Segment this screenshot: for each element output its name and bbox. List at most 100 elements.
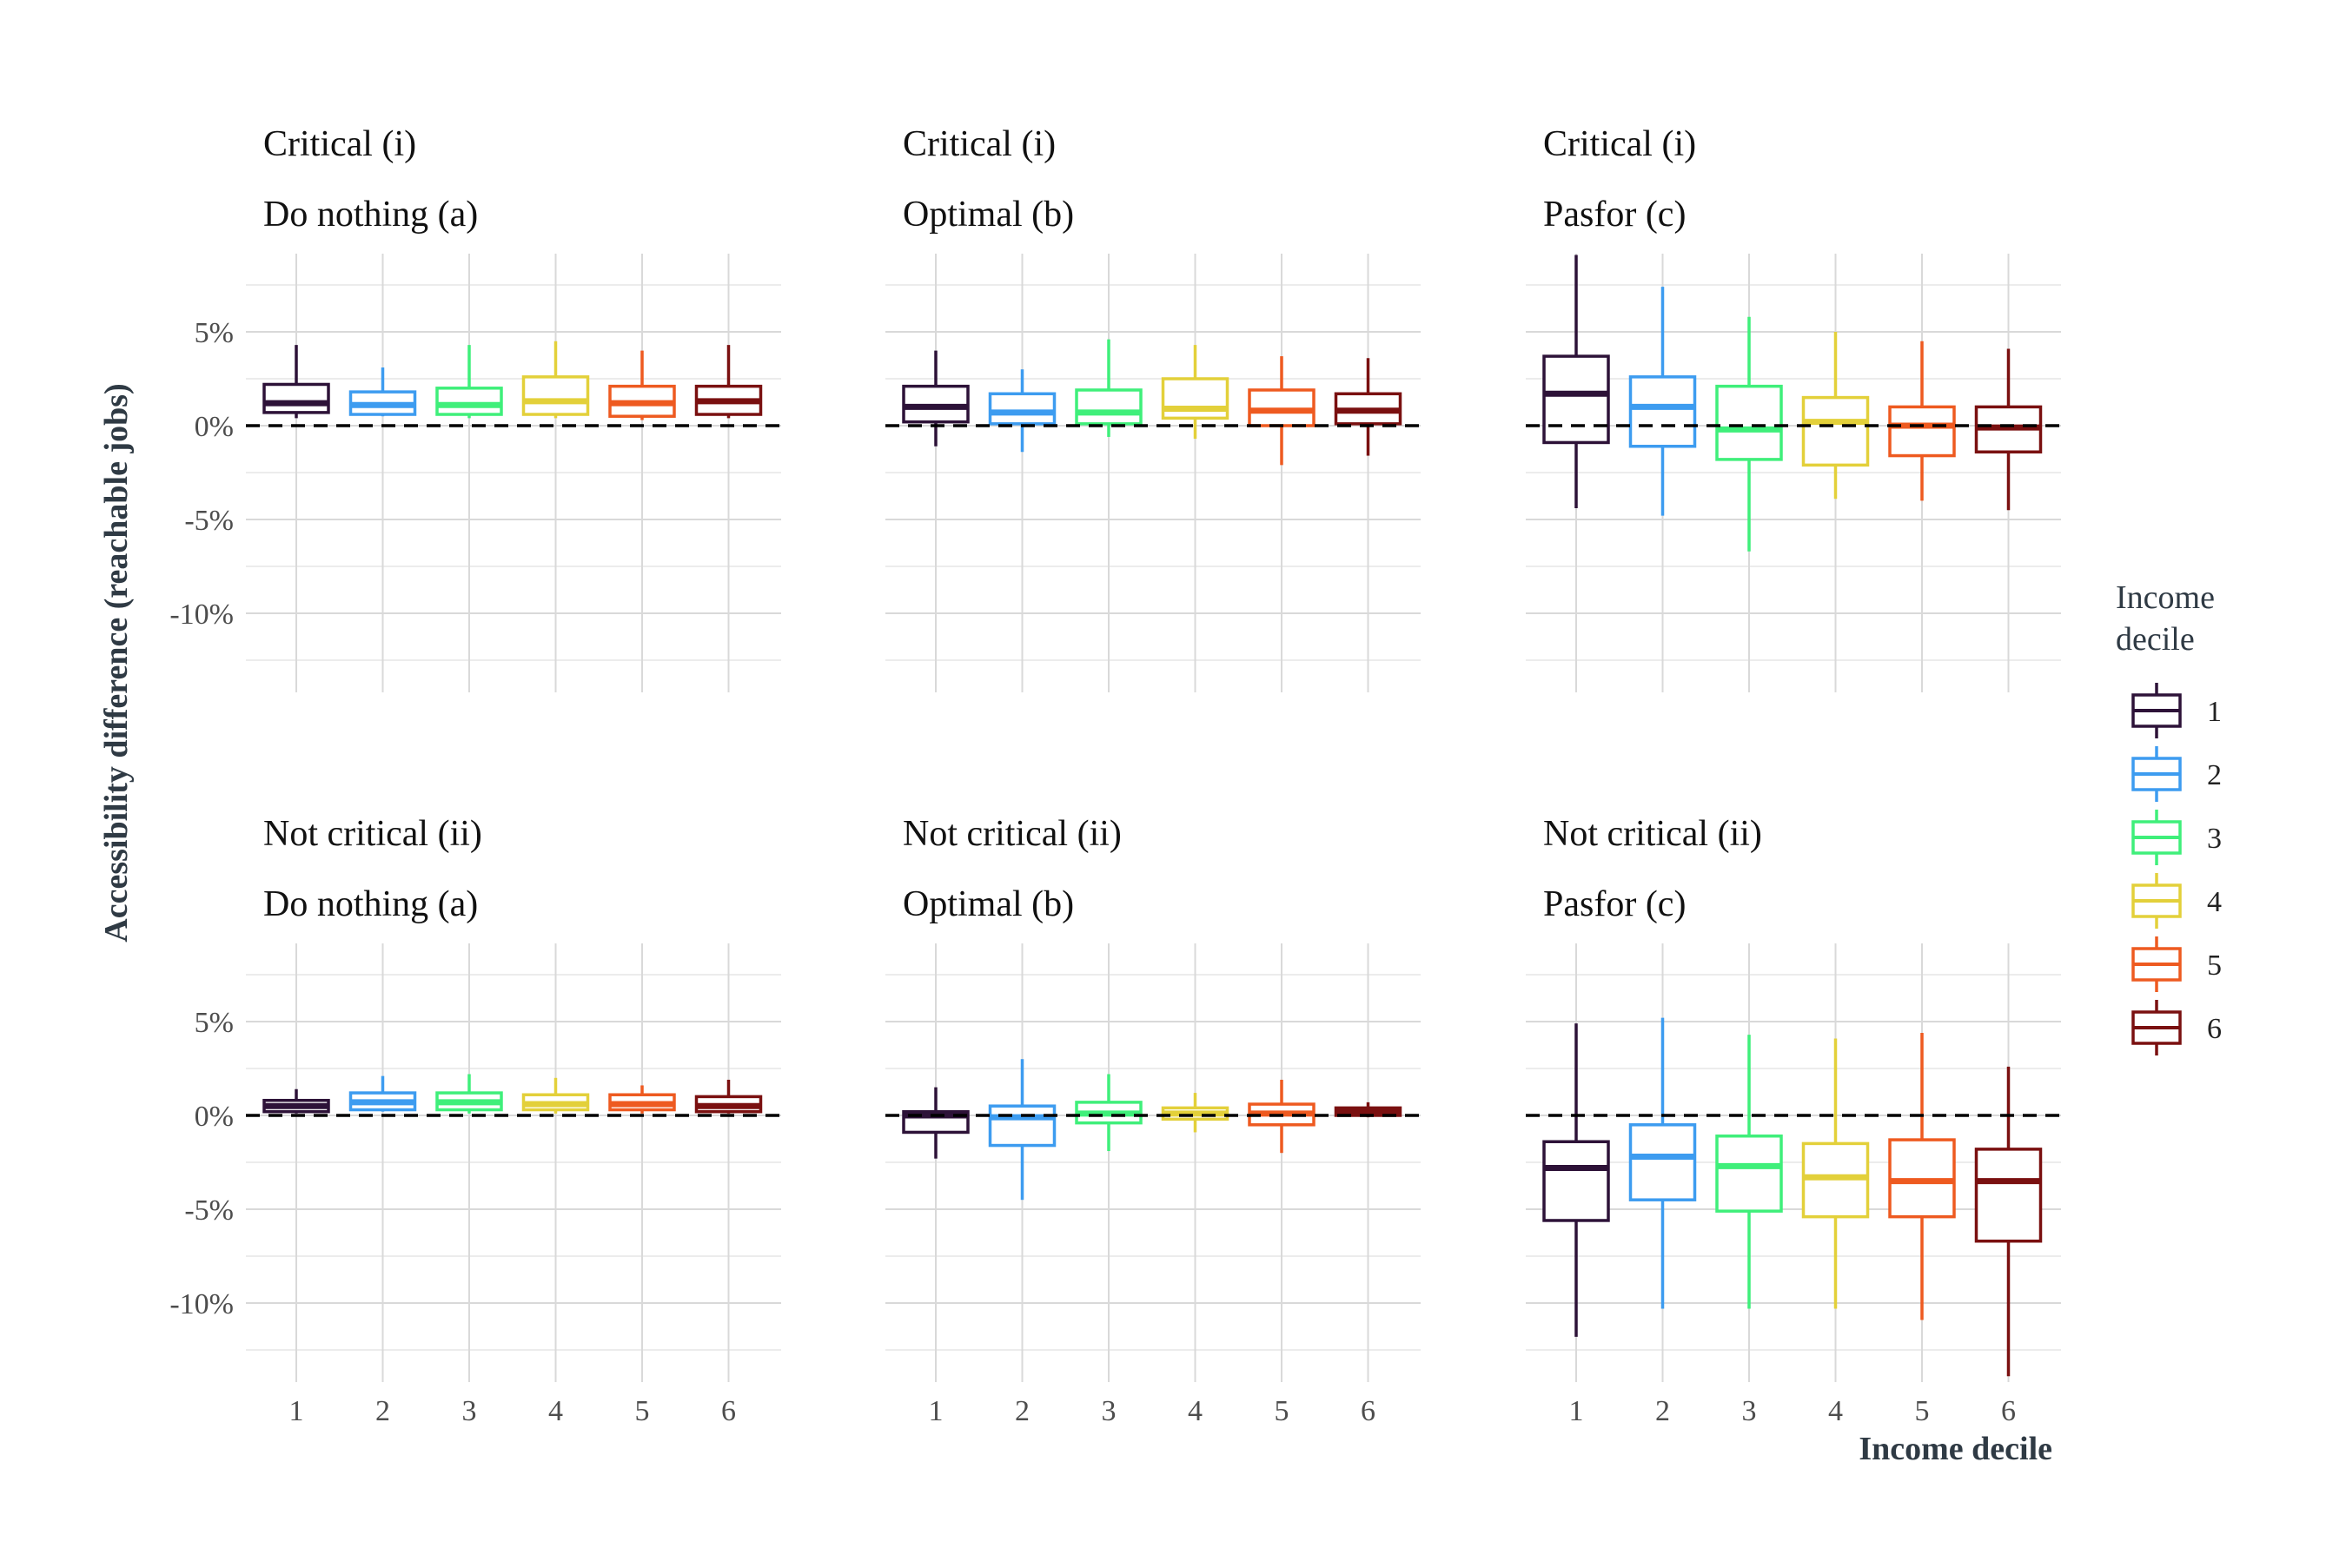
y-tick-label: -10% <box>169 1288 234 1320</box>
box-iqr <box>521 375 590 416</box>
legend-label: 3 <box>2207 823 2222 855</box>
legend-label: 1 <box>2207 696 2222 728</box>
x-tick-label: 3 <box>1742 1395 1757 1427</box>
box-iqr <box>262 382 330 414</box>
y-tick-label: -5% <box>184 1194 234 1227</box>
box-decile-4 <box>1161 345 1229 440</box>
box-decile-3 <box>1075 1074 1143 1152</box>
box-decile-2 <box>348 1075 417 1112</box>
panel-title-line-1: Not critical (ii) <box>263 814 482 854</box>
box-iqr <box>1801 395 1870 467</box>
box-iqr <box>1974 1148 2043 1243</box>
box-decile-5 <box>608 1085 676 1114</box>
box-decile-5 <box>1248 356 1315 466</box>
legend-key-5: 5 <box>2131 936 2222 992</box>
box-iqr <box>1628 1123 1697 1201</box>
panel-title-line-2: Optimal (b) <box>903 884 1074 924</box>
box-decile-3 <box>1715 316 1783 552</box>
x-tick-label: 1 <box>289 1395 304 1427</box>
x-tick-label: 1 <box>929 1395 944 1427</box>
legend-key-3: 3 <box>2131 810 2222 865</box>
box-decile-6 <box>694 1079 763 1114</box>
legend-key-4: 4 <box>2131 873 2222 929</box>
legend: Income decile 1 2 3 4 5 6 <box>2116 579 2222 1055</box>
x-tick-label: 2 <box>1015 1395 1030 1427</box>
box-decile-5 <box>608 350 676 420</box>
x-tick-label: 3 <box>462 1395 477 1427</box>
box-iqr <box>1888 405 1956 458</box>
box-decile-2 <box>988 369 1057 453</box>
panel-1 <box>246 341 781 427</box>
x-tick-label: 6 <box>721 1395 736 1427</box>
box-decile-1 <box>1542 1023 1610 1337</box>
box-iqr <box>1542 354 1610 445</box>
legend-label: 6 <box>2207 1013 2222 1045</box>
panel-3 <box>1526 255 2061 552</box>
box-iqr <box>1542 1140 1610 1222</box>
box-decile-4 <box>521 341 590 419</box>
box-decile-2 <box>1628 287 1697 516</box>
box-iqr <box>988 1104 1057 1148</box>
box-iqr <box>1715 1135 1783 1213</box>
legend-label: 5 <box>2207 949 2222 982</box>
y-tick-label: 0% <box>195 411 234 443</box>
panel-title-line-1: Critical (i) <box>1543 124 1696 164</box>
x-tick-label: 4 <box>1188 1395 1203 1427</box>
legend-key-1: 1 <box>2131 683 2222 738</box>
panel-title-line-1: Not critical (ii) <box>1543 814 1762 854</box>
legend-key-2: 2 <box>2131 746 2222 802</box>
grid-layer <box>246 254 2061 1382</box>
panel-title-line-1: Critical (i) <box>903 124 1056 164</box>
box-decile-1 <box>902 350 970 447</box>
legend-key-6: 6 <box>2131 1000 2222 1055</box>
box-decile-2 <box>988 1059 1057 1201</box>
y-tick-label: 0% <box>195 1101 234 1133</box>
box-iqr <box>1161 377 1229 420</box>
box-decile-3 <box>1075 339 1143 437</box>
box-decile-4 <box>1801 332 1870 500</box>
box-decile-1 <box>902 1087 970 1159</box>
x-tick-label: 4 <box>548 1395 563 1427</box>
legend-label: 2 <box>2207 759 2222 791</box>
panel-5 <box>885 1059 1421 1201</box>
panel-title-line-2: Pasfor (c) <box>1543 195 1686 235</box>
panel-2 <box>885 339 1421 466</box>
panel-title-line-2: Do nothing (a) <box>263 884 478 924</box>
x-tick-label: 6 <box>1361 1395 1375 1427</box>
panel-4 <box>246 1074 781 1117</box>
box-decile-3 <box>435 345 503 419</box>
box-iqr <box>435 387 503 416</box>
x-tick-label: 2 <box>1655 1395 1670 1427</box>
panel-title-line-2: Optimal (b) <box>903 195 1074 235</box>
y-axis-title: Accessibility difference (reachable jobs… <box>98 383 135 942</box>
box-decile-4 <box>1161 1093 1229 1133</box>
box-decile-5 <box>1888 1032 1956 1320</box>
box-decile-5 <box>1888 341 1956 501</box>
box-decile-3 <box>1715 1035 1783 1309</box>
panel-6 <box>1526 1017 2061 1377</box>
y-tick-label: 5% <box>195 317 234 349</box>
panel-title-line-2: Pasfor (c) <box>1543 884 1686 924</box>
box-decile-6 <box>694 345 763 419</box>
box-decile-4 <box>1801 1038 1870 1309</box>
y-tick-label: -5% <box>184 505 234 537</box>
x-tick-label: 5 <box>1275 1395 1289 1427</box>
box-decile-6 <box>1334 358 1402 456</box>
y-tick-label: 5% <box>195 1007 234 1039</box>
x-tick-label: 5 <box>635 1395 650 1427</box>
legend-title-line-2: decile <box>2116 621 2195 658</box>
legend-title-line-1: Income <box>2116 579 2215 616</box>
box-decile-1 <box>1542 255 1610 509</box>
panel-title-line-2: Do nothing (a) <box>263 195 478 235</box>
box-decile-1 <box>262 345 330 419</box>
y-tick-label: -10% <box>169 599 234 631</box>
box-iqr <box>1715 384 1783 461</box>
box-decile-4 <box>521 1077 590 1114</box>
box-iqr <box>1628 375 1697 448</box>
x-tick-label: 1 <box>1569 1395 1584 1427</box>
box-decile-1 <box>262 1088 330 1114</box>
marks-layer <box>246 255 2061 1377</box>
x-tick-label: 5 <box>1915 1395 1930 1427</box>
